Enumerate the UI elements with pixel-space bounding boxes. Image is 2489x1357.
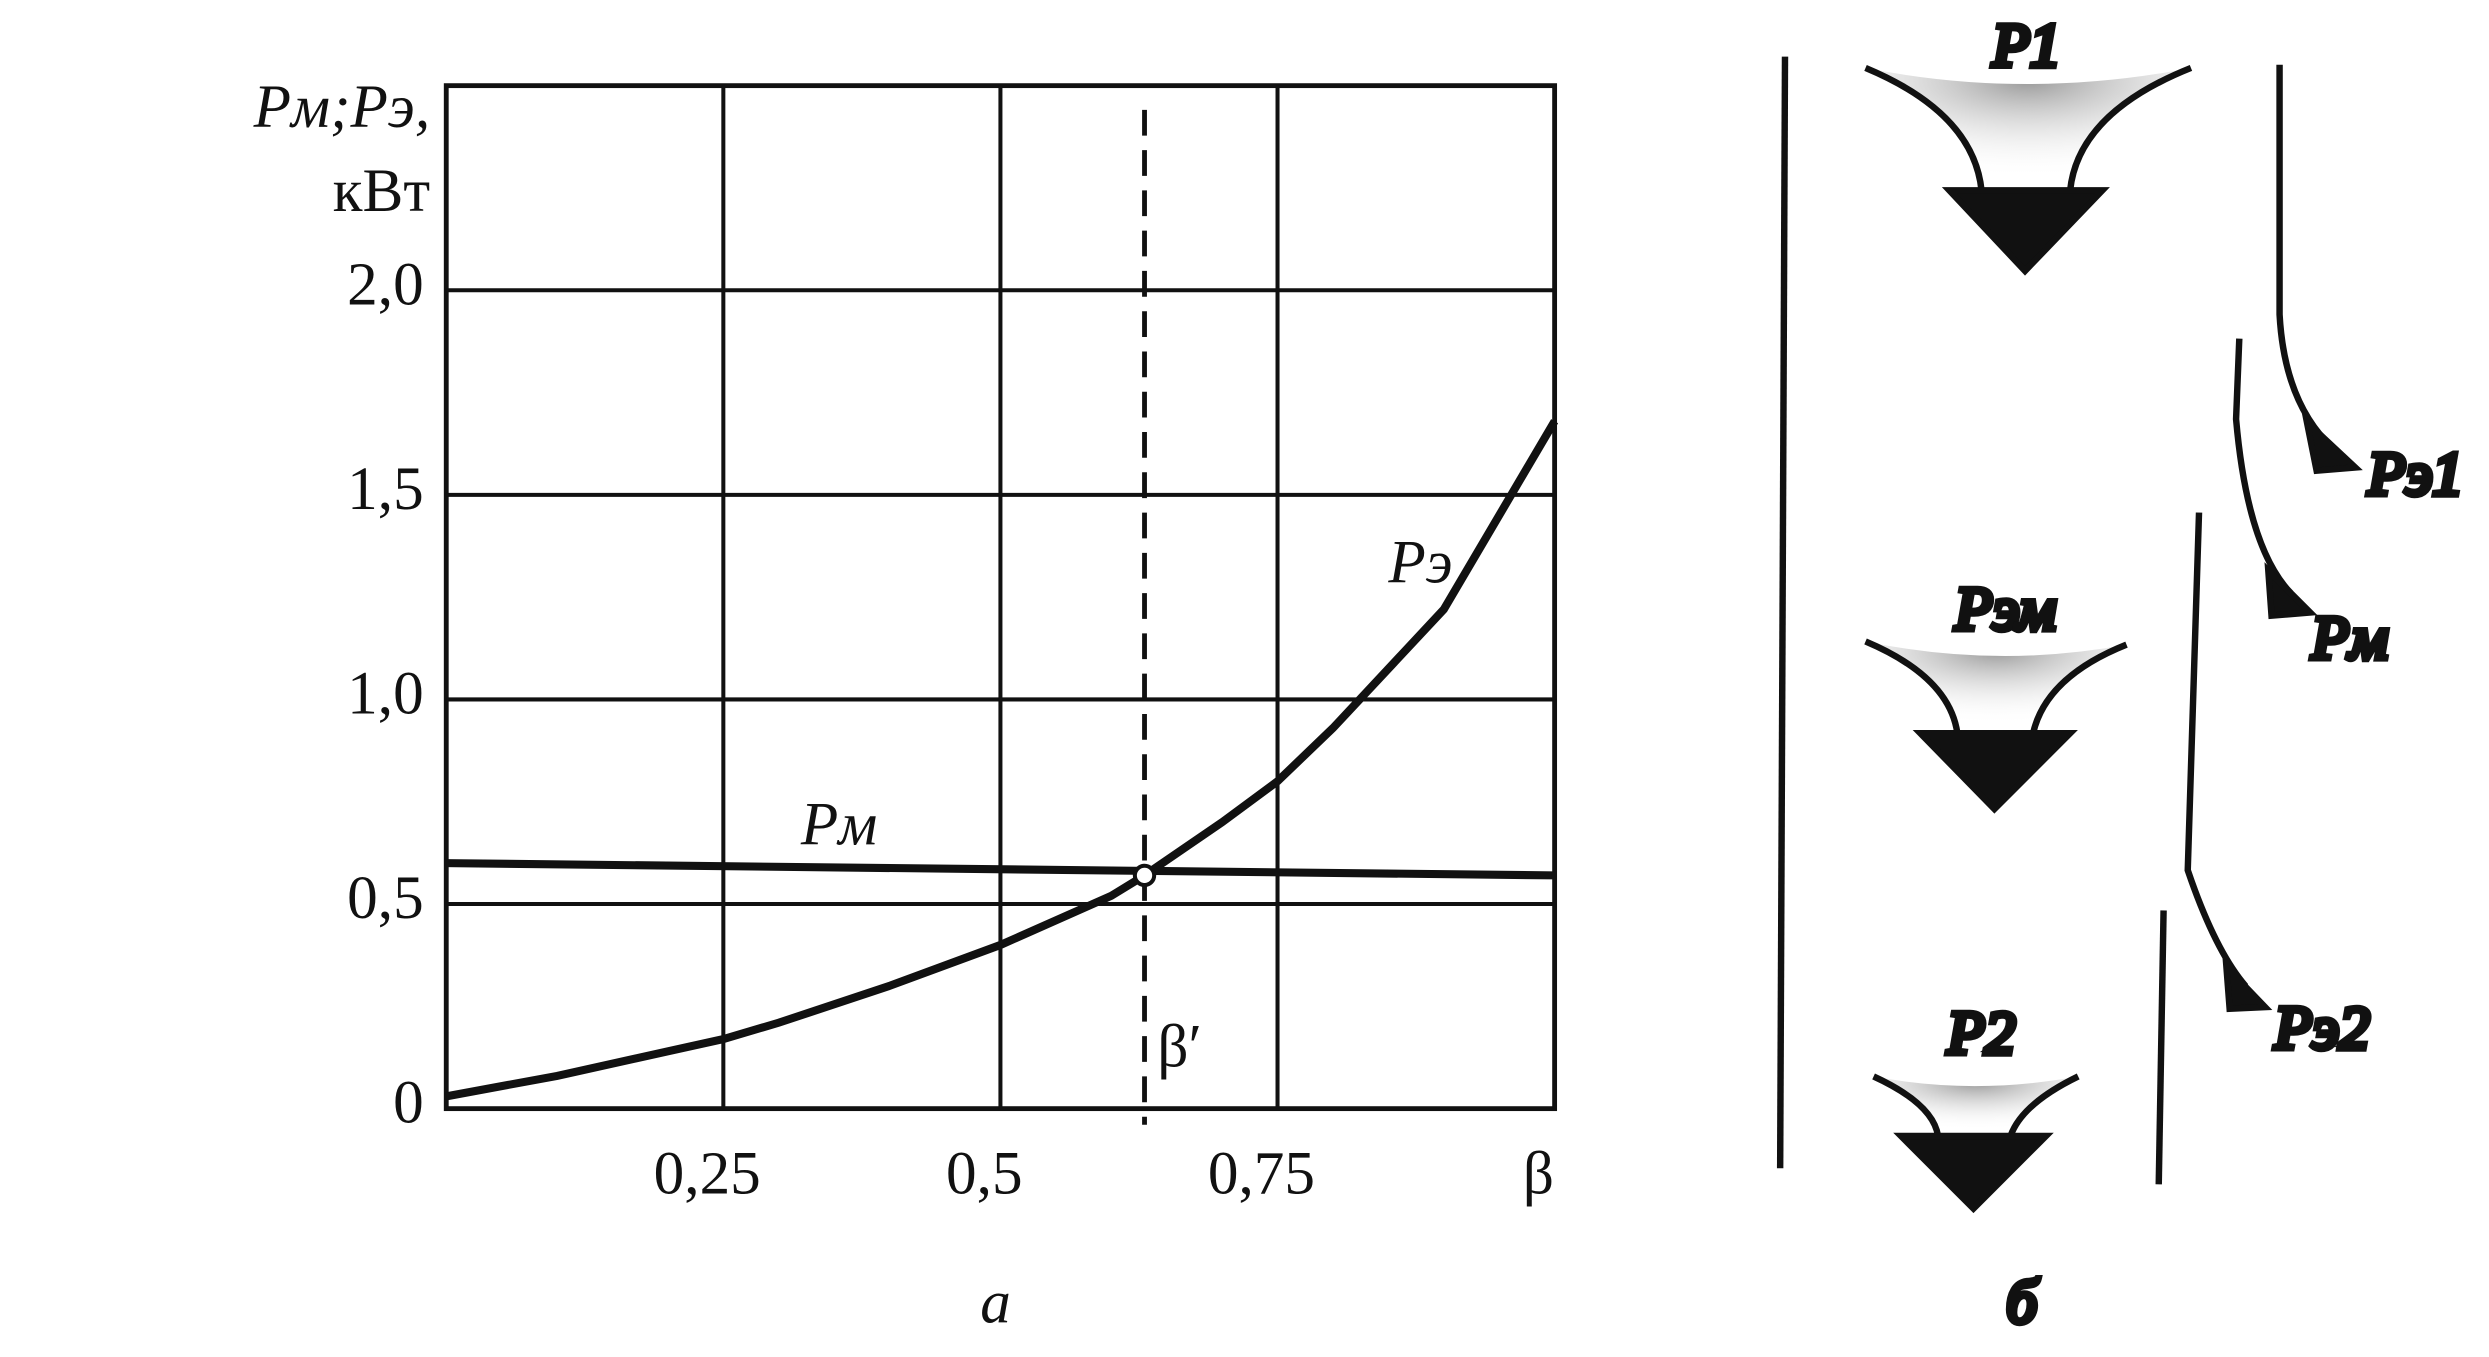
loss-branch — [2276, 64, 2335, 451]
loss-branch — [2232, 338, 2294, 596]
y-axis-label: кВт — [333, 157, 430, 225]
diagram-label: Pм — [2311, 605, 2388, 673]
panel-label: а — [980, 1268, 1011, 1336]
funnel-fill — [1865, 67, 2191, 191]
loss-branch — [2155, 910, 2167, 1185]
series-line — [446, 859, 1555, 880]
x-tick-label: β — [1523, 1140, 1554, 1208]
y-tick-label: 0,5 — [347, 864, 424, 932]
bus-line — [1776, 56, 1789, 1169]
funnel — [1864, 64, 2193, 191]
diagram-label: Pэ2 — [2274, 995, 2370, 1063]
funnel-fill — [1873, 1076, 2079, 1137]
y-tick-label: 1,0 — [347, 659, 424, 727]
funnel — [1864, 638, 2128, 735]
y-tick-label: 0 — [393, 1069, 424, 1137]
series-line — [445, 419, 1559, 1101]
diagram-label: Pэ1 — [2367, 440, 2463, 508]
funnel-fill — [1865, 641, 2127, 734]
annotation-label: β′ — [1157, 1012, 1202, 1080]
loss-branch — [2184, 512, 2249, 989]
series-label: Pм — [800, 790, 877, 858]
diagram-label: P2 — [1947, 999, 2016, 1067]
chart: 0 0,5 1,0 1,5 2,0 0,25 0,5 0,75 β Pм;Pэ, кВт Pм Pэ β′… — [253, 73, 1559, 1336]
intersection-point — [1132, 863, 1157, 888]
y-tick-label: 2,0 — [347, 250, 424, 318]
diagram-label: P1 — [1992, 12, 2061, 80]
y-tick-label: 1,5 — [347, 455, 424, 523]
arrow-head — [2264, 562, 2318, 620]
arrow-head — [2222, 958, 2273, 1013]
x-tick-label: 0,75 — [1208, 1140, 1315, 1208]
arrow-head — [1893, 1132, 2054, 1214]
diagram: P1 Pэм P2 Pэ1 Pм Pэ2 б — [1776, 9, 2466, 1340]
series-label: Pэ — [1387, 529, 1452, 597]
funnel — [1872, 1073, 2080, 1138]
arrow-head — [1912, 730, 2078, 814]
panel-label: б — [2006, 1268, 2039, 1336]
arrow-head — [2301, 413, 2363, 475]
diagram-label: Pэм — [1954, 576, 2056, 644]
x-tick-label: 0,25 — [654, 1140, 761, 1208]
x-tick-label: 0,5 — [946, 1140, 1023, 1208]
y-axis-label: Pм;Pэ, — [253, 73, 431, 141]
arrow-head — [1941, 187, 2110, 276]
